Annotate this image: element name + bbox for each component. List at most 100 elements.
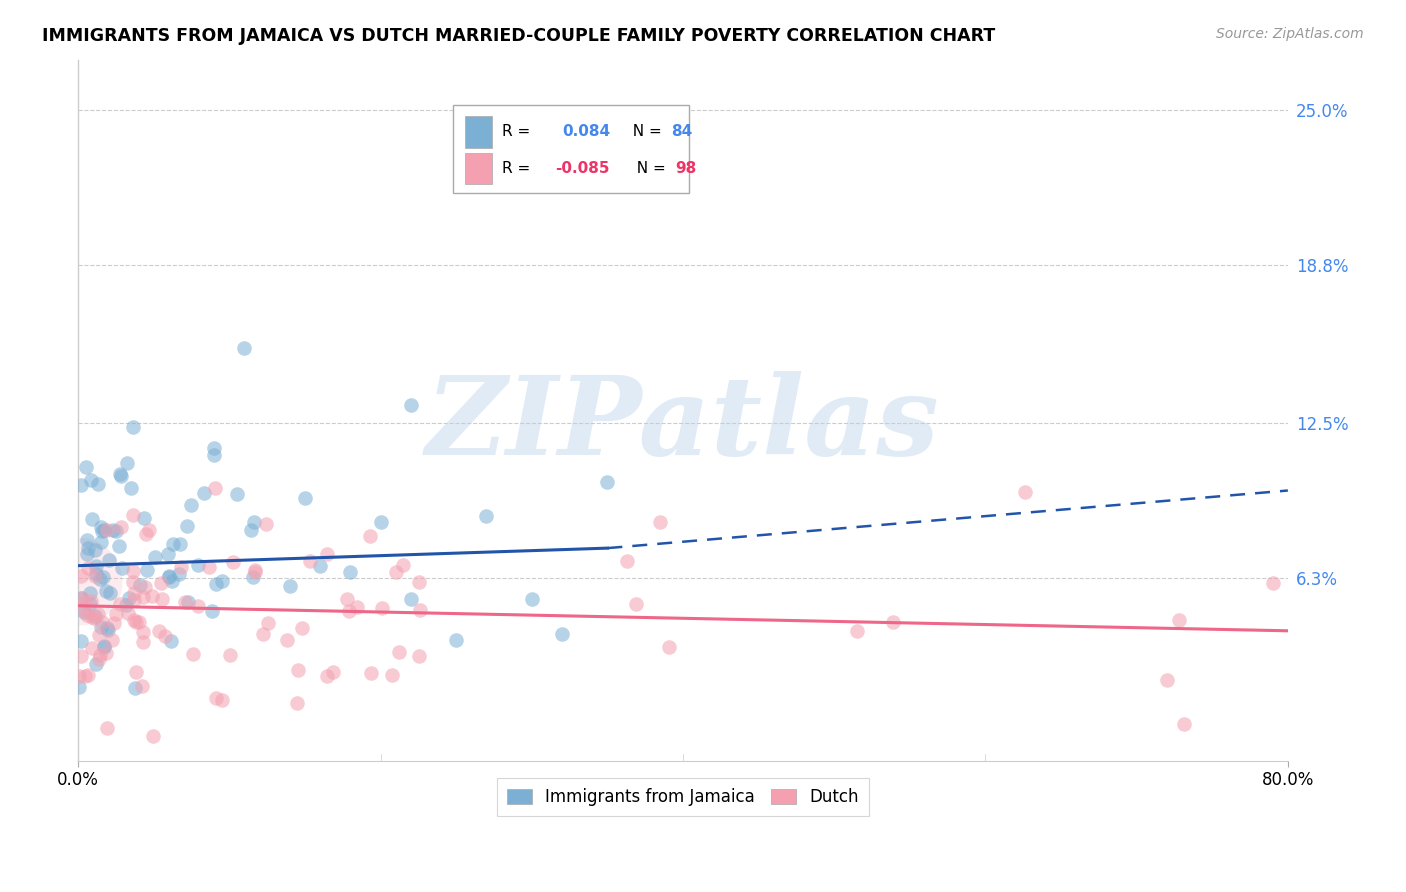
- Point: [80, 594, 103, 608]
- Point: [110, 597, 132, 611]
- Point: [335, 592, 357, 607]
- Point: [75, 669, 97, 683]
- Point: [211, 693, 233, 707]
- Point: [132, 590, 155, 604]
- Point: [84, 569, 107, 583]
- Point: [72, 605, 94, 619]
- Point: [254, 517, 277, 532]
- Point: [90, 535, 112, 549]
- Point: [187, 599, 209, 613]
- Text: Source: ZipAtlas.com: Source: ZipAtlas.com: [1216, 27, 1364, 41]
- Point: [125, 615, 148, 630]
- Point: [162, 537, 184, 551]
- Point: [1167, 614, 1189, 628]
- Point: [409, 603, 432, 617]
- Point: [222, 555, 245, 569]
- Point: [156, 547, 179, 561]
- Point: [444, 633, 467, 648]
- Point: [69, 478, 91, 492]
- Point: [89, 572, 111, 586]
- Point: [243, 563, 266, 577]
- Point: [388, 645, 411, 659]
- Point: [122, 593, 145, 607]
- Point: [309, 559, 332, 574]
- Point: [70, 634, 93, 648]
- Point: [256, 616, 278, 631]
- Point: [1173, 716, 1195, 731]
- Point: [148, 624, 170, 638]
- Point: [83, 543, 105, 558]
- Point: [225, 487, 247, 501]
- Point: [240, 523, 263, 537]
- Point: [125, 665, 148, 679]
- Text: 84: 84: [671, 124, 692, 139]
- Point: [132, 511, 155, 525]
- Point: [67, 574, 90, 588]
- Point: [173, 595, 195, 609]
- Point: [181, 647, 204, 661]
- Point: [187, 558, 209, 572]
- Point: [202, 442, 225, 456]
- Point: [211, 574, 233, 588]
- Point: [152, 592, 174, 607]
- Point: [160, 633, 183, 648]
- Point: [360, 666, 382, 681]
- Point: [80, 473, 103, 487]
- Point: [132, 624, 155, 639]
- Point: [104, 607, 127, 621]
- Point: [84, 657, 107, 671]
- Point: [149, 575, 172, 590]
- Point: [103, 615, 125, 630]
- Point: [316, 669, 339, 683]
- Point: [76, 608, 98, 623]
- Point: [82, 512, 104, 526]
- Point: [97, 623, 120, 637]
- Point: [84, 567, 107, 582]
- Point: [128, 578, 150, 592]
- Point: [108, 467, 131, 482]
- Point: [141, 589, 163, 603]
- Point: [79, 586, 101, 600]
- Point: [110, 469, 132, 483]
- Point: [392, 558, 415, 572]
- Point: [157, 570, 180, 584]
- Point: [73, 595, 96, 609]
- Point: [100, 632, 122, 647]
- Point: [316, 547, 339, 561]
- Point: [77, 667, 100, 681]
- Text: 98: 98: [676, 161, 697, 176]
- Point: [122, 575, 145, 590]
- Point: [1014, 485, 1036, 500]
- Point: [170, 560, 193, 574]
- Point: [370, 601, 392, 615]
- Point: [94, 646, 117, 660]
- Point: [111, 561, 134, 575]
- Point: [551, 627, 574, 641]
- Point: [291, 622, 314, 636]
- Point: [124, 681, 146, 695]
- Point: [93, 523, 115, 537]
- Point: [408, 648, 430, 663]
- Point: [201, 604, 224, 618]
- Point: [94, 583, 117, 598]
- Text: ZIPatlas: ZIPatlas: [426, 370, 941, 478]
- Text: 0.084: 0.084: [562, 124, 610, 139]
- Point: [84, 559, 107, 574]
- Point: [243, 515, 266, 529]
- Point: [69, 569, 91, 583]
- Point: [650, 515, 672, 529]
- Point: [83, 610, 105, 624]
- Point: [91, 570, 114, 584]
- Point: [90, 615, 112, 629]
- Point: [157, 569, 180, 583]
- Point: [322, 665, 344, 679]
- Point: [132, 634, 155, 648]
- Bar: [465, 153, 492, 184]
- Point: [294, 491, 316, 505]
- Point: [86, 607, 108, 621]
- Point: [90, 620, 112, 634]
- Point: [97, 553, 120, 567]
- Point: [169, 567, 191, 582]
- Point: [160, 574, 183, 589]
- Point: [346, 600, 368, 615]
